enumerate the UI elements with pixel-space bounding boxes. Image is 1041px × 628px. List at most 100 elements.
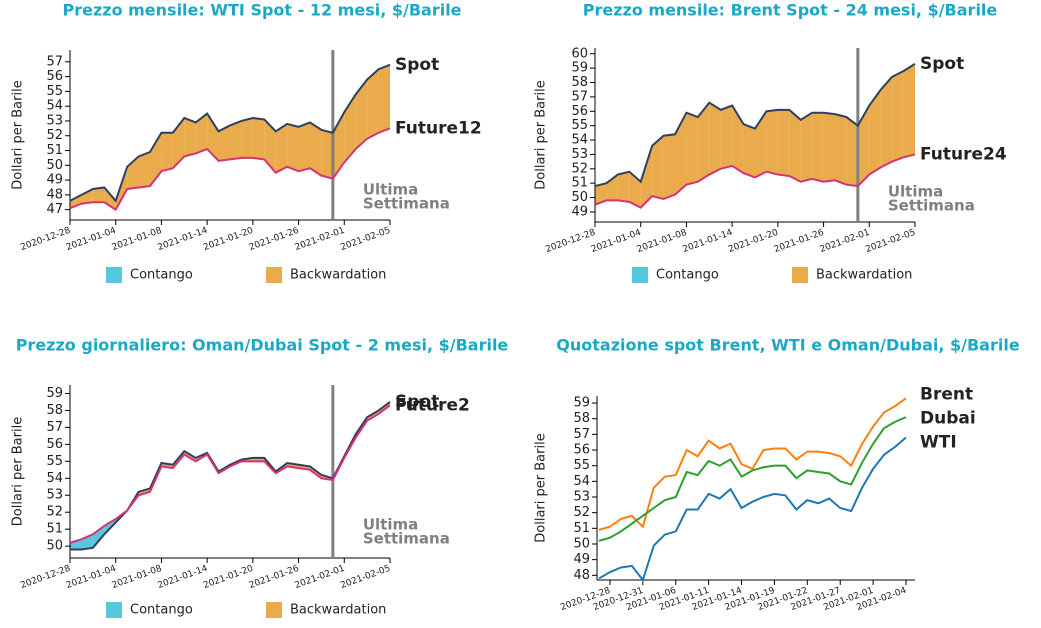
series-line (598, 436, 907, 583)
y-tick-label: 48 (573, 568, 590, 583)
spread-fill (310, 122, 322, 176)
x-tick-label: 2021-01-14 (156, 564, 209, 591)
spread-fill (675, 112, 687, 195)
y-tick-label: 52 (571, 161, 588, 176)
spread-fill (686, 112, 698, 185)
chart-panel: Quotazione spot Brent, WTI e Oman/Dubai,… (534, 336, 1020, 614)
spread-fill (777, 109, 790, 176)
x-tick-label: 2021-02-01 (294, 564, 347, 591)
y-tick-label: 53 (573, 490, 590, 505)
spread-fill (663, 134, 675, 199)
spread-fill (640, 145, 653, 208)
y-tick-label: 59 (46, 386, 63, 401)
spread-fill (241, 118, 253, 158)
series-label: Spot (395, 392, 439, 412)
y-tick-label: 49 (46, 173, 63, 188)
spread-fill (857, 105, 870, 187)
y-tick-label: 54 (571, 133, 588, 148)
spread-fill (743, 124, 755, 178)
series-label: Future2 (395, 395, 470, 415)
x-tick-label: 2020-12-28 (19, 564, 72, 591)
y-tick-label: 58 (571, 75, 588, 90)
y-tick-label: 59 (573, 396, 590, 411)
y-tick-label: 48 (46, 187, 63, 202)
x-tick-label: 2021-02-01 (294, 226, 347, 253)
x-tick-label: 2021-01-08 (111, 564, 164, 591)
y-tick-label: 56 (46, 437, 63, 452)
x-tick-label: 2021-02-05 (339, 564, 392, 591)
x-tick-label: 2021-01-08 (111, 226, 164, 253)
chart-title: Prezzo mensile: Brent Spot - 24 mesi, $/… (583, 1, 998, 20)
spread-fill (846, 117, 858, 187)
chart-panel: Prezzo mensile: WTI Spot - 12 mesi, $/Ba… (11, 1, 482, 283)
x-tick-label: 2020-12-28 (19, 226, 72, 253)
spread-fill (104, 187, 116, 210)
spread-fill (161, 132, 173, 172)
x-tick-label: 2021-02-05 (339, 226, 392, 253)
spread-fill (138, 152, 150, 188)
y-tick-label: 51 (46, 143, 63, 158)
spread-fill (150, 132, 162, 186)
spread-fill (903, 63, 915, 158)
spread-fill (298, 122, 310, 172)
series-line (598, 416, 907, 542)
y-tick-label: 51 (571, 176, 588, 191)
annotation: Settimana (363, 530, 450, 548)
y-tick-label: 57 (573, 427, 590, 442)
y-tick-label: 50 (46, 158, 63, 173)
spread-fill (880, 76, 893, 168)
series-label: Brent (920, 384, 973, 404)
series-label: Future12 (395, 118, 482, 138)
x-tick-label: 2021-01-20 (202, 226, 255, 253)
y-tick-label: 51 (46, 522, 63, 537)
x-tick-label: 2021-02-01 (819, 228, 872, 255)
spread-fill (720, 105, 733, 169)
y-tick-label: 49 (573, 552, 590, 567)
series-line (594, 153, 916, 209)
y-tick-label: 56 (46, 69, 63, 84)
y-axis-label: Dollari per Barile (534, 433, 549, 542)
spread-fill (252, 118, 265, 160)
legend-label: Backwardation (290, 603, 386, 618)
y-tick-label: 52 (573, 505, 590, 520)
spread-fill (275, 123, 288, 173)
y-tick-label: 52 (46, 505, 63, 520)
spread-fill (709, 102, 721, 175)
spread-fill (344, 94, 356, 163)
y-tick-label: 53 (571, 147, 588, 162)
series-label: Future24 (920, 144, 1007, 164)
y-tick-label: 47 (46, 202, 63, 217)
spread-fill (629, 171, 641, 208)
spread-fill (81, 534, 93, 550)
annotation: Ultima (363, 516, 418, 534)
y-tick-label: 58 (46, 403, 63, 418)
spread-fill (823, 112, 835, 182)
y-tick-label: 57 (46, 54, 63, 69)
legend-label: Contango (130, 603, 193, 618)
x-tick-label: 2020-12-28 (544, 228, 597, 255)
legend-label: Contango (656, 268, 719, 283)
spread-fill (595, 183, 607, 205)
y-axis-label: Dollari per Barile (11, 417, 26, 526)
y-tick-label: 49 (571, 204, 588, 219)
spread-fill (218, 125, 230, 161)
x-tick-label: 2021-01-26 (773, 228, 826, 255)
y-tick-label: 51 (573, 521, 590, 536)
spread-fill (869, 89, 881, 175)
y-tick-label: 54 (573, 474, 590, 489)
y-tick-label: 50 (46, 539, 63, 554)
y-tick-label: 54 (46, 99, 63, 114)
series-line (69, 63, 391, 203)
spread-fill (230, 120, 242, 160)
series-line (69, 127, 391, 212)
x-tick-label: 2021-01-20 (202, 564, 255, 591)
y-tick-label: 58 (573, 411, 590, 426)
annotation: Ultima (363, 181, 418, 199)
spread-fill (378, 64, 390, 133)
y-tick-label: 57 (46, 420, 63, 435)
y-tick-label: 57 (571, 89, 588, 104)
y-tick-label: 52 (46, 128, 63, 143)
y-tick-label: 55 (46, 454, 63, 469)
x-tick-label: 2021-01-26 (248, 226, 301, 253)
